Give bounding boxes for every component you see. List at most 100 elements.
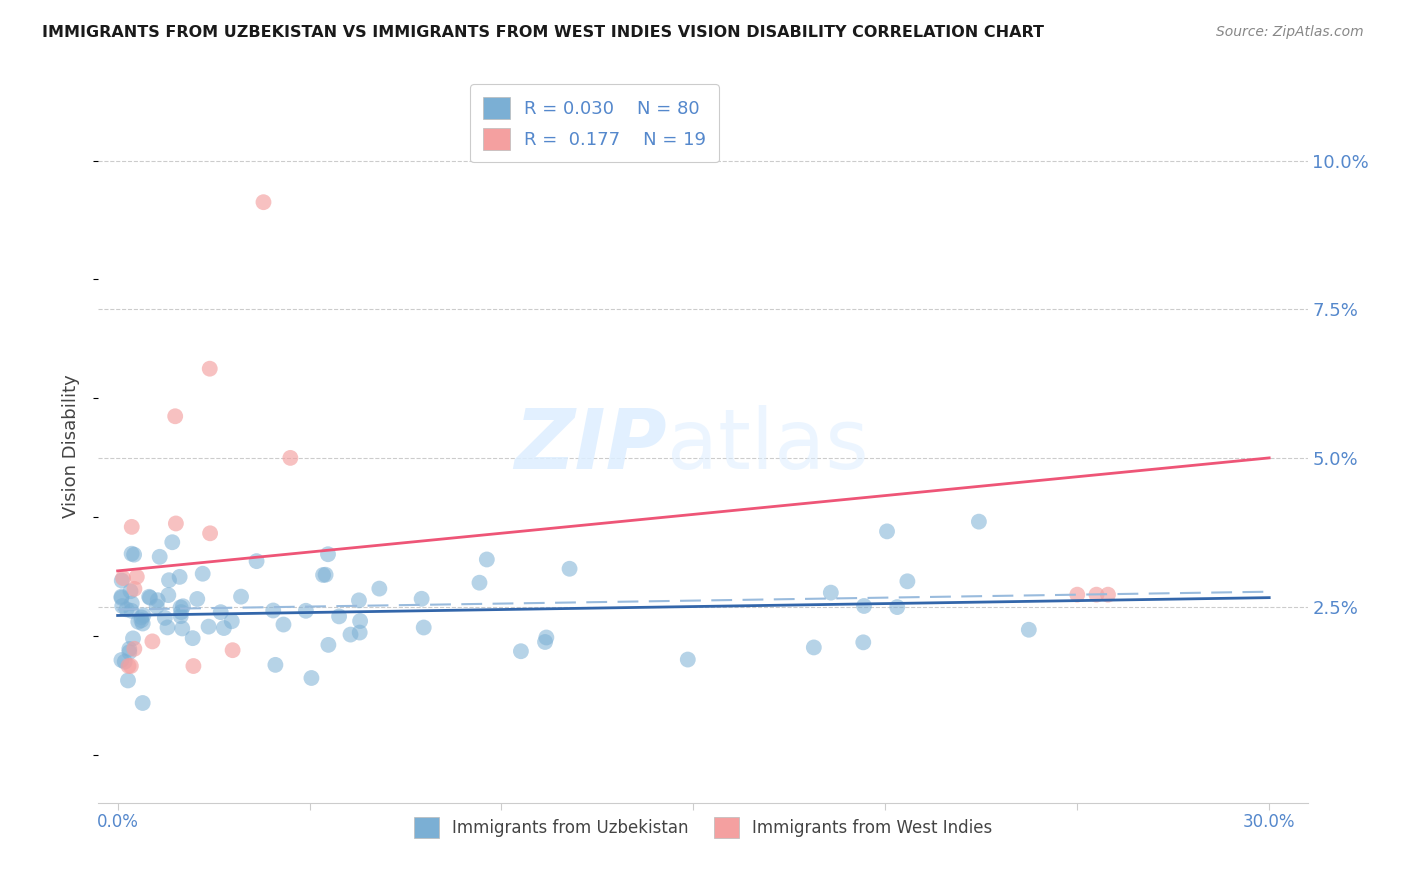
- Point: [141, 634, 163, 648]
- Point: [120, 659, 142, 673]
- Point: [169, 570, 191, 584]
- Text: Source: ZipAtlas.com: Source: ZipAtlas.com: [1216, 25, 1364, 39]
- Point: [1018, 623, 1040, 637]
- Point: [131, 610, 153, 624]
- Y-axis label: Vision Disability: Vision Disability: [62, 374, 80, 518]
- Point: [280, 450, 302, 465]
- Point: [172, 622, 194, 636]
- Point: [1085, 588, 1108, 602]
- Point: [967, 515, 990, 529]
- Point: [368, 582, 391, 596]
- Point: [295, 604, 318, 618]
- Point: [852, 635, 875, 649]
- Point: [117, 659, 139, 673]
- Point: [198, 526, 221, 541]
- Point: [131, 613, 153, 627]
- Point: [127, 615, 149, 629]
- Point: [165, 409, 187, 424]
- Point: [191, 566, 214, 581]
- Point: [229, 590, 252, 604]
- Point: [157, 588, 180, 602]
- Point: [803, 640, 825, 655]
- Point: [347, 593, 370, 607]
- Point: [198, 361, 221, 376]
- Point: [125, 570, 148, 584]
- Point: [139, 591, 162, 605]
- Point: [475, 552, 498, 566]
- Point: [157, 573, 180, 587]
- Point: [122, 548, 145, 562]
- Point: [118, 642, 141, 657]
- Legend: Immigrants from Uzbekistan, Immigrants from West Indies: Immigrants from Uzbekistan, Immigrants f…: [408, 811, 998, 845]
- Point: [138, 590, 160, 604]
- Point: [170, 609, 193, 624]
- Point: [209, 605, 232, 619]
- Text: 30.0%: 30.0%: [1243, 813, 1295, 830]
- Point: [328, 609, 350, 624]
- Point: [121, 596, 143, 610]
- Point: [264, 657, 287, 672]
- Point: [212, 621, 235, 635]
- Point: [301, 671, 323, 685]
- Point: [118, 645, 141, 659]
- Point: [172, 599, 194, 614]
- Point: [110, 591, 132, 605]
- Point: [132, 616, 155, 631]
- Point: [156, 620, 179, 634]
- Point: [349, 625, 371, 640]
- Point: [221, 614, 243, 628]
- Point: [146, 593, 169, 607]
- Point: [262, 603, 284, 617]
- Point: [149, 549, 172, 564]
- Point: [221, 643, 243, 657]
- Point: [312, 568, 335, 582]
- Point: [121, 604, 143, 618]
- Point: [115, 602, 138, 616]
- Point: [122, 632, 145, 646]
- Point: [339, 627, 361, 641]
- Point: [676, 652, 699, 666]
- Point: [273, 617, 295, 632]
- Point: [245, 554, 267, 568]
- Point: [536, 631, 558, 645]
- Point: [111, 599, 134, 613]
- Point: [112, 571, 135, 585]
- Point: [1066, 588, 1088, 602]
- Point: [412, 620, 434, 634]
- Point: [558, 562, 581, 576]
- Point: [886, 600, 908, 615]
- Point: [349, 614, 371, 628]
- Point: [316, 547, 339, 561]
- Point: [110, 653, 132, 667]
- Point: [131, 696, 153, 710]
- Point: [120, 584, 142, 599]
- Point: [121, 547, 143, 561]
- Text: ZIP: ZIP: [515, 406, 666, 486]
- Point: [876, 524, 898, 539]
- Text: 0.0%: 0.0%: [97, 813, 139, 830]
- Point: [1097, 588, 1119, 602]
- Point: [170, 605, 193, 619]
- Point: [169, 600, 191, 615]
- Point: [121, 520, 143, 534]
- Point: [183, 659, 205, 673]
- Point: [186, 591, 208, 606]
- Point: [509, 644, 531, 658]
- Point: [114, 655, 136, 669]
- Point: [468, 575, 491, 590]
- Text: atlas: atlas: [666, 406, 869, 486]
- Point: [820, 585, 842, 599]
- Point: [145, 599, 167, 614]
- Point: [162, 535, 184, 549]
- Point: [181, 631, 204, 645]
- Point: [132, 608, 155, 623]
- Point: [534, 635, 557, 649]
- Point: [896, 574, 918, 589]
- Point: [318, 638, 340, 652]
- Point: [153, 611, 176, 625]
- Point: [411, 591, 433, 606]
- Point: [110, 590, 132, 604]
- Point: [124, 641, 146, 656]
- Point: [315, 567, 337, 582]
- Point: [124, 582, 146, 596]
